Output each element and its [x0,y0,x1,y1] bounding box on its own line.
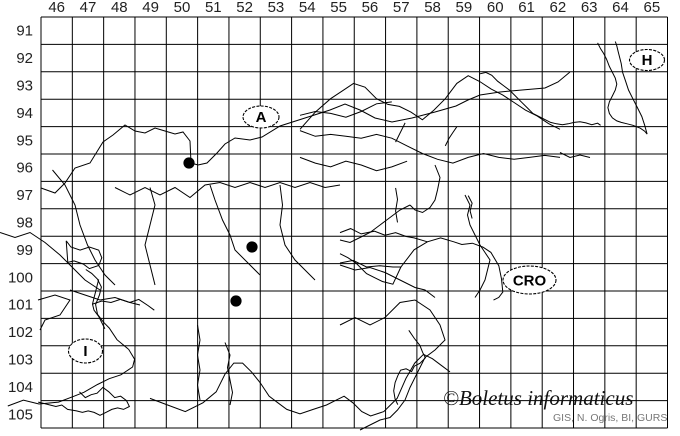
svg-text:55: 55 [330,0,347,16]
svg-text:57: 57 [393,0,410,16]
svg-text:59: 59 [456,0,473,16]
svg-text:102: 102 [8,324,33,341]
svg-text:93: 93 [16,78,33,95]
svg-text:64: 64 [612,0,629,16]
svg-text:47: 47 [80,0,97,16]
svg-text:103: 103 [8,352,33,369]
svg-text:65: 65 [643,0,660,16]
svg-text:CRO: CRO [513,273,547,290]
svg-text:A: A [256,109,267,126]
svg-text:61: 61 [518,0,535,16]
svg-text:53: 53 [268,0,285,16]
svg-text:46: 46 [48,0,65,16]
svg-text:49: 49 [142,0,159,16]
svg-text:62: 62 [550,0,567,16]
svg-text:GIS, N. Ogris, BI, GURS: GIS, N. Ogris, BI, GURS [553,412,667,424]
svg-text:56: 56 [362,0,379,16]
svg-text:101: 101 [8,297,33,314]
svg-text:60: 60 [487,0,504,16]
svg-text:50: 50 [174,0,191,16]
svg-text:96: 96 [16,160,33,177]
svg-text:91: 91 [16,23,33,40]
svg-text:105: 105 [8,406,33,423]
svg-text:58: 58 [424,0,441,16]
svg-text:99: 99 [16,242,33,259]
svg-text:100: 100 [8,269,33,286]
svg-text:51: 51 [205,0,222,16]
svg-text:92: 92 [16,50,33,67]
svg-text:97: 97 [16,187,33,204]
svg-text:©Boletus informaticus: ©Boletus informaticus [443,386,633,410]
svg-text:H: H [642,52,653,69]
svg-text:54: 54 [299,0,316,16]
svg-text:48: 48 [111,0,128,16]
svg-text:98: 98 [16,215,33,232]
svg-text:95: 95 [16,132,33,149]
svg-text:52: 52 [236,0,253,16]
svg-text:I: I [83,343,87,360]
svg-text:63: 63 [581,0,598,16]
svg-text:94: 94 [16,105,33,122]
svg-text:104: 104 [8,379,33,396]
